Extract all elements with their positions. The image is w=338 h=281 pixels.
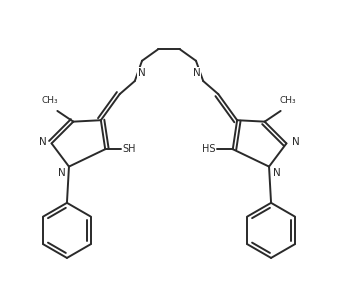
Text: N: N — [39, 137, 46, 147]
Text: HS: HS — [202, 144, 215, 154]
Text: N: N — [138, 68, 145, 78]
Text: N: N — [272, 168, 280, 178]
Text: SH: SH — [123, 144, 136, 154]
Text: N: N — [193, 68, 200, 78]
Text: CH₃: CH₃ — [42, 96, 58, 105]
Text: CH₃: CH₃ — [280, 96, 296, 105]
Text: N: N — [58, 168, 66, 178]
Text: N: N — [292, 137, 299, 147]
